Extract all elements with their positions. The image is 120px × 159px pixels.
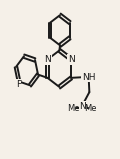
Text: N: N	[68, 55, 75, 64]
Text: Me: Me	[68, 104, 80, 113]
Text: N: N	[44, 55, 51, 64]
Text: Me: Me	[84, 104, 96, 113]
Text: N: N	[79, 102, 86, 111]
Text: F: F	[16, 80, 21, 89]
Text: NH: NH	[82, 73, 96, 82]
